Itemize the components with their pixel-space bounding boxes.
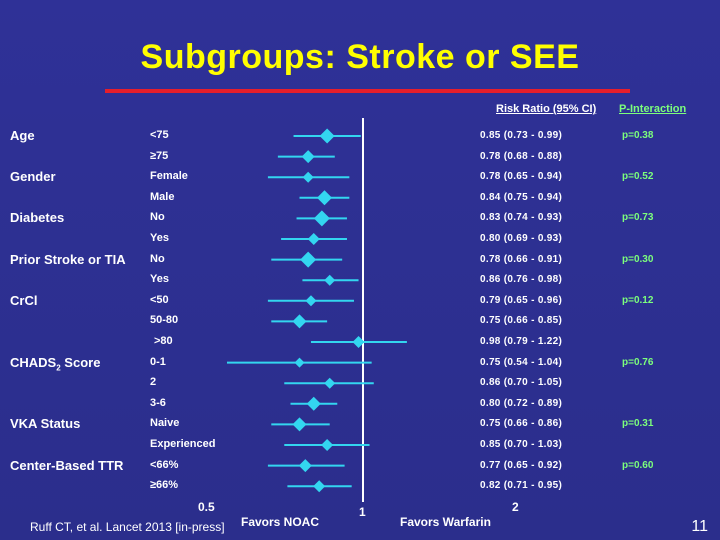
group-name: Prior Stroke or TIA (10, 251, 126, 267)
risk-ratio-text: 0.75 (0.54 - 1.04) (480, 356, 563, 368)
risk-ratio-text: 0.75 (0.66 - 0.85) (480, 315, 563, 327)
subgroup-label: Male (150, 190, 175, 203)
x-tick-label: 2 (512, 500, 519, 514)
point-estimate-marker (313, 480, 326, 493)
citation: Ruff CT, et al. Lancet 2013 [in-press] (30, 520, 225, 534)
subgroup-label: Experienced (150, 438, 216, 450)
group-label: CHADS2 Score (10, 355, 100, 373)
p-interaction-value: p=0.52 (622, 171, 654, 183)
group-name: Center-Based TTR (10, 457, 124, 473)
group-label: Gender (10, 169, 56, 184)
x-tick-label: 1 (359, 505, 366, 519)
group-name: Age (10, 128, 35, 143)
p-interaction-value: p=0.31 (622, 418, 654, 430)
risk-ratio-text: 0.75 (0.66 - 0.86) (480, 418, 563, 430)
group-label: CrCl (10, 293, 37, 308)
risk-ratio-header: Risk Ratio (95% CI) (496, 103, 597, 115)
group-name: CrCl (10, 292, 38, 308)
subgroup-label: <75 (150, 129, 169, 141)
group-name: Diabetes (10, 210, 65, 226)
p-interaction-value: p=0.12 (622, 294, 654, 306)
point-estimate-marker (292, 417, 307, 432)
risk-ratio-text: 0.85 (0.73 - 0.99) (480, 130, 563, 141)
point-estimate-marker (352, 336, 365, 348)
point-estimate-marker (307, 233, 320, 245)
group-label: Center-Based TTR (10, 458, 123, 473)
risk-ratio-text: 0.78 (0.66 - 0.91) (480, 253, 563, 265)
subgroup-label: No (150, 211, 165, 224)
subgroup-label: <66% (150, 458, 179, 471)
risk-ratio-text: 0.82 (0.71 - 0.95) (480, 480, 563, 492)
subgroup-label: Yes (150, 273, 169, 286)
subgroup-label: <50 (150, 293, 169, 306)
p-interaction-value: p=0.73 (622, 212, 654, 224)
point-estimate-marker (324, 377, 336, 389)
risk-ratio-text: 0.85 (0.70 - 1.03) (480, 439, 563, 450)
subgroup-label: Yes (150, 232, 169, 244)
risk-ratio-text: 0.84 (0.75 - 0.94) (480, 191, 563, 203)
page-number: 11 (691, 518, 708, 535)
risk-ratio-text: 0.77 (0.65 - 0.92) (480, 459, 563, 471)
subgroup-label: ≥66% (150, 479, 179, 492)
x-tick-label: 0.5 (198, 500, 215, 514)
risk-ratio-text: 0.86 (0.70 - 1.05) (480, 377, 563, 389)
point-estimate-marker (292, 314, 307, 329)
point-estimate-marker (321, 439, 334, 451)
point-estimate-marker (300, 251, 317, 268)
favors-warfarin-label: Favors Warfarin (400, 515, 491, 529)
favors-noac-label: Favors NOAC (241, 515, 320, 529)
point-estimate-marker (319, 128, 335, 144)
title-underline (105, 89, 630, 93)
subgroup-label: 2 (150, 376, 157, 389)
point-estimate-marker (301, 150, 315, 164)
p-interaction-header: P-Interaction (619, 103, 687, 115)
p-interaction-value: p=0.60 (622, 459, 654, 471)
risk-ratio-text: 0.80 (0.69 - 0.93) (480, 233, 563, 244)
risk-ratio-text: 0.98 (0.79 - 1.22) (480, 336, 563, 347)
point-estimate-marker (298, 459, 312, 473)
point-estimate-marker (324, 274, 336, 286)
group-name: VKA Status (10, 416, 81, 432)
subgroup-label: No (150, 252, 165, 265)
p-interaction-value: p=0.30 (622, 253, 654, 265)
risk-ratio-text: 0.83 (0.74 - 0.93) (480, 212, 563, 224)
p-interaction-value: p=0.38 (622, 130, 654, 141)
subgroup-label: Naive (150, 417, 180, 430)
group-name-subscript: 2 (56, 363, 61, 373)
group-name: Gender (10, 169, 56, 185)
p-interaction-value: p=0.76 (622, 356, 654, 368)
group-name: CHADS (10, 354, 57, 370)
point-estimate-marker (294, 357, 305, 368)
subgroup-label: 3-6 (150, 396, 166, 409)
risk-ratio-text: 0.78 (0.65 - 0.94) (480, 171, 563, 183)
risk-ratio-text: 0.86 (0.76 - 0.98) (480, 274, 563, 286)
point-estimate-marker (306, 396, 321, 411)
group-label: VKA Status (10, 416, 80, 431)
point-estimate-marker (313, 210, 330, 227)
subgroup-label: ≥75 (150, 149, 169, 162)
subgroup-label: 0-1 (150, 355, 166, 368)
group-label: Age (10, 128, 35, 143)
point-estimate-marker (305, 295, 317, 307)
slide-title: Subgroups: Stroke or SEE (140, 38, 580, 76)
risk-ratio-text: 0.80 (0.72 - 0.89) (480, 397, 563, 409)
subgroup-label: 50-80 (150, 314, 179, 327)
subgroup-label: Female (150, 170, 188, 183)
risk-ratio-text: 0.79 (0.65 - 0.96) (480, 294, 563, 306)
group-label: Diabetes (10, 210, 64, 225)
group-name-suffix: Score (60, 354, 101, 370)
subgroup-label: >80 (154, 335, 173, 347)
risk-ratio-text: 0.78 (0.68 - 0.88) (480, 150, 563, 162)
point-estimate-marker (317, 190, 333, 206)
point-estimate-marker (302, 171, 314, 183)
group-label: Prior Stroke or TIA (10, 252, 126, 267)
